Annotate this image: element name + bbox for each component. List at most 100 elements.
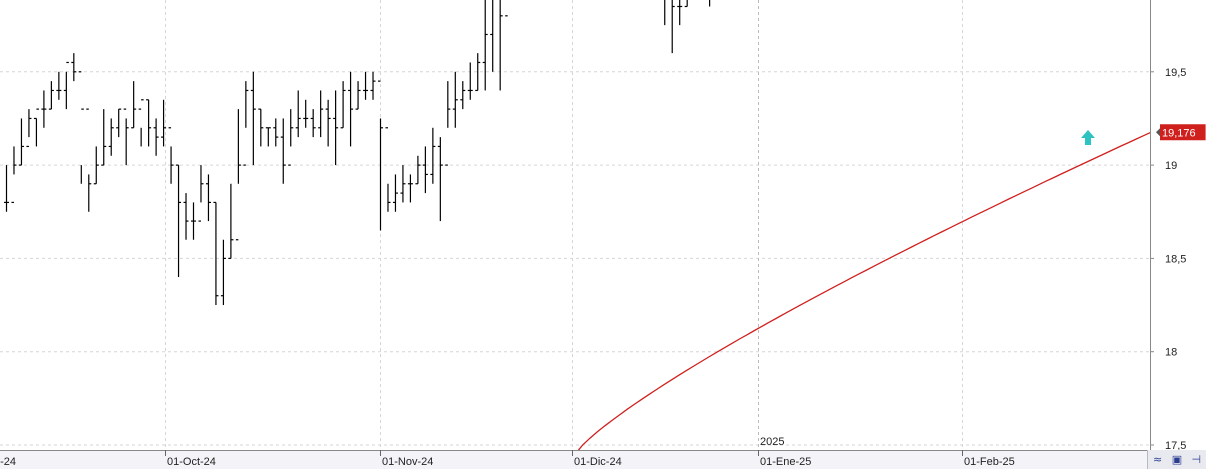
ohlc-bar bbox=[161, 99, 167, 147]
ohlc-bar bbox=[295, 90, 301, 138]
ohlc-bar bbox=[709, 0, 711, 7]
ohlc-bar bbox=[430, 127, 436, 184]
ohlc-bar bbox=[378, 80, 383, 231]
ohlc-bar bbox=[198, 165, 204, 222]
ohlc-bar bbox=[422, 146, 428, 194]
ohlc-bar bbox=[235, 109, 241, 241]
ohlc-bar bbox=[4, 165, 9, 212]
ohlc-bar bbox=[280, 118, 286, 184]
ohlc-bar bbox=[138, 99, 144, 147]
ohlc-bar bbox=[78, 71, 84, 184]
ohlc-bar bbox=[671, 0, 675, 54]
ohlc-bar bbox=[415, 155, 421, 185]
ohlc-bar bbox=[250, 71, 256, 166]
badge-pointer bbox=[1156, 128, 1160, 137]
ohlc-bar bbox=[340, 81, 346, 129]
ohlc-bar bbox=[116, 108, 122, 138]
ohlc-bar bbox=[348, 71, 354, 147]
ohlc-bar bbox=[205, 174, 211, 222]
ohlc-bar bbox=[325, 99, 331, 147]
ohlc-bar bbox=[363, 71, 369, 100]
ohlc-bar bbox=[333, 90, 339, 166]
ohlc-bar bbox=[392, 174, 398, 212]
average-value-badge: 19,176 bbox=[1156, 124, 1206, 141]
ohlc-bar bbox=[460, 81, 466, 110]
ohlc-bar bbox=[505, 15, 508, 17]
ohlc-bar bbox=[467, 62, 473, 100]
ohlc-bar bbox=[265, 127, 271, 147]
ohlc-bar bbox=[499, 0, 503, 91]
year-marker-label: 2025 bbox=[760, 436, 784, 448]
ohlc-bar bbox=[41, 90, 47, 128]
moving-average-line bbox=[574, 131, 1152, 455]
ohlc-bar bbox=[385, 127, 391, 212]
ohlc-bar bbox=[176, 164, 182, 278]
pin-icon[interactable]: ⊣ bbox=[1191, 452, 1202, 466]
ohlc-bar bbox=[664, 0, 666, 26]
ohlc-bar bbox=[56, 71, 62, 100]
ohlc-bar bbox=[407, 174, 413, 203]
ohlc-bar bbox=[101, 109, 107, 166]
ohlc-bar bbox=[303, 99, 309, 128]
ohlc-bar bbox=[684, 0, 688, 8]
ohlc-bar bbox=[146, 99, 152, 147]
ohlc-bar bbox=[11, 146, 17, 204]
ohlc-bar bbox=[400, 165, 406, 203]
ohlc-bar bbox=[108, 118, 114, 156]
ohlc-bar bbox=[183, 193, 189, 240]
ohlc-bars bbox=[4, 0, 711, 306]
save-icon[interactable]: ▣ bbox=[1171, 452, 1183, 466]
ohlc-bar bbox=[288, 109, 294, 166]
ohlc-bar bbox=[26, 109, 32, 148]
ohlc-bar bbox=[273, 118, 279, 147]
y-tick-label: 18 bbox=[1165, 347, 1177, 359]
ohlc-bar bbox=[370, 71, 376, 100]
ohlc-bar bbox=[677, 0, 683, 26]
y-tick-label: 19,5 bbox=[1165, 67, 1186, 79]
ohlc-bar bbox=[131, 81, 137, 129]
ohlc-bar bbox=[355, 81, 361, 110]
zoom-icon[interactable]: ≈ bbox=[1153, 452, 1163, 466]
ohlc-bar bbox=[490, 0, 494, 72]
ohlc-bar bbox=[482, 0, 488, 91]
grid bbox=[0, 0, 1150, 450]
ohlc-bar bbox=[18, 118, 24, 166]
ohlc-bar bbox=[168, 127, 174, 184]
x-axis-band bbox=[0, 450, 1206, 469]
ohlc-bar bbox=[86, 108, 92, 212]
ohlc-bar bbox=[63, 61, 69, 110]
ohlc-bar bbox=[318, 90, 324, 138]
x-tick-label: 01-Nov-24 bbox=[382, 456, 433, 468]
badge-box bbox=[1160, 124, 1206, 141]
ohlc-bar bbox=[310, 109, 316, 138]
ohlc-bar bbox=[243, 81, 249, 166]
y-tick-label: 19 bbox=[1165, 160, 1177, 172]
chart-toolbar: ≈ ▣ ⊣ bbox=[1147, 450, 1206, 469]
x-tick-label: 01-Ene-25 bbox=[760, 456, 811, 468]
x-tick-label: p-24 bbox=[0, 456, 16, 468]
ohlc-bar bbox=[437, 137, 443, 222]
ohlc-bar bbox=[475, 53, 481, 92]
y-tick-label: 18,5 bbox=[1165, 253, 1186, 265]
ohlc-bar bbox=[93, 146, 99, 185]
ohlc-bar bbox=[258, 108, 264, 147]
ohlc-bar bbox=[33, 108, 39, 147]
ohlc-bar bbox=[153, 118, 159, 156]
ohlc-bar bbox=[48, 81, 54, 110]
markers bbox=[1081, 130, 1095, 145]
x-tick-label: 01-Oct-24 bbox=[167, 456, 216, 468]
ohlc-bar bbox=[123, 108, 129, 166]
x-tick-label: 01-Feb-25 bbox=[964, 456, 1015, 468]
ohlc-bar bbox=[445, 81, 451, 166]
ohlc-bar bbox=[213, 201, 219, 306]
y-tick-label: 17,5 bbox=[1165, 440, 1186, 452]
ohlc-bar bbox=[220, 239, 226, 306]
up-arrow-icon bbox=[1081, 130, 1095, 145]
ohlc-bar bbox=[452, 71, 458, 128]
ohlc-bar bbox=[228, 183, 234, 259]
ohlc-bar bbox=[71, 53, 77, 82]
ohlc-bar bbox=[191, 202, 196, 240]
badge-value: 19,176 bbox=[1162, 127, 1196, 139]
